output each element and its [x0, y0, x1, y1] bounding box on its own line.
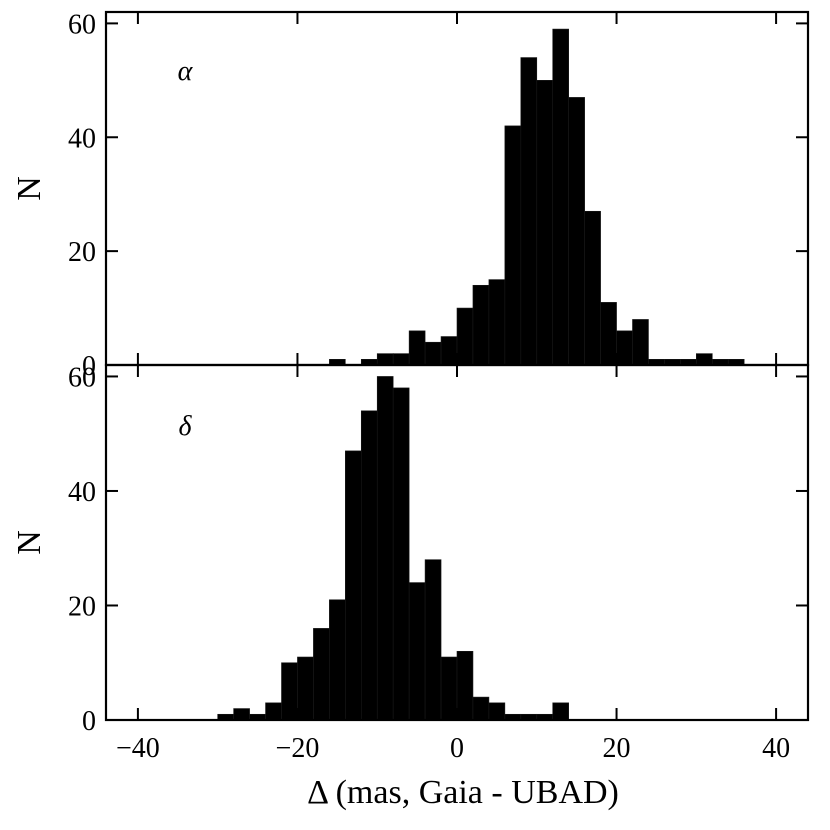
alpha-y-axis-label: N — [11, 176, 48, 201]
alpha-histogram-panel: 0 20 40 60 Nα — [11, 9, 810, 382]
alpha-histogram-bar — [632, 319, 649, 366]
alpha-histogram-bar — [552, 28, 569, 366]
alpha-y-tick-label: 0 — [82, 351, 96, 382]
delta-histogram-bar — [345, 450, 362, 721]
alpha-histogram-bar — [472, 284, 490, 366]
alpha-histogram-bar — [456, 307, 474, 366]
delta-histogram-bar — [392, 387, 410, 721]
delta-histogram-bar — [456, 650, 474, 721]
delta-histogram-bar — [265, 702, 282, 721]
x-tick-label: −40 — [116, 733, 160, 764]
delta-y-tick-label: 0 — [82, 706, 96, 737]
alpha-histogram-bar — [696, 353, 713, 366]
alpha-histogram-bar — [424, 341, 442, 366]
alpha-panel-label: α — [178, 56, 194, 87]
alpha-histogram-bar — [488, 279, 506, 366]
delta-histogram-bar — [552, 702, 569, 721]
delta-histogram-bar — [297, 656, 314, 721]
x-tick-label: 40 — [762, 733, 790, 764]
x-tick-label: 0 — [450, 733, 464, 764]
alpha-histogram-bar — [440, 336, 458, 366]
delta-histogram-bar — [488, 702, 506, 721]
alpha-histogram-bar — [600, 302, 617, 366]
alpha-y-tick-label: 20 — [68, 237, 96, 268]
alpha-y-tick-label: 40 — [68, 123, 96, 154]
alpha-histogram-bar — [568, 97, 585, 366]
delta-histogram-bar — [376, 376, 394, 721]
delta-histogram-bar — [440, 656, 458, 721]
delta-histogram-bar — [329, 599, 346, 721]
alpha-histogram-bar — [520, 57, 538, 366]
delta-panel-label: δ — [178, 411, 192, 442]
delta-y-axis-label: N — [11, 530, 48, 555]
delta-histogram-bar — [360, 410, 378, 721]
delta-histogram-bar — [408, 582, 426, 721]
delta-y-tick-label: 20 — [68, 591, 96, 622]
delta-y-tick-label: 40 — [68, 477, 96, 508]
alpha-y-tick-label: 60 — [68, 9, 96, 40]
delta-histogram-bar — [472, 696, 490, 721]
delta-histogram-bar — [281, 662, 298, 721]
delta-histogram-bar — [233, 708, 250, 721]
delta-histogram-bar — [313, 628, 330, 721]
alpha-histogram-bar — [536, 80, 554, 366]
alpha-histogram-bar — [376, 353, 394, 366]
alpha-histogram-bar — [408, 330, 426, 366]
alpha-histogram-bar — [584, 210, 601, 366]
alpha-histogram-bar — [616, 330, 633, 366]
x-tick-label: 20 — [603, 733, 631, 764]
alpha-histogram-bar — [392, 353, 410, 366]
delta-histogram-bar — [424, 559, 442, 721]
delta-histogram-panel: 0 20 40 60 Nδ −40 −20 0 20 40 — [11, 362, 810, 764]
alpha-histogram-bar — [504, 125, 522, 366]
x-axis-label: Δ (mas, Gaia - UBAD) — [307, 774, 619, 811]
delta-y-tick-label: 60 — [68, 362, 96, 393]
x-tick-label: −20 — [276, 733, 320, 764]
